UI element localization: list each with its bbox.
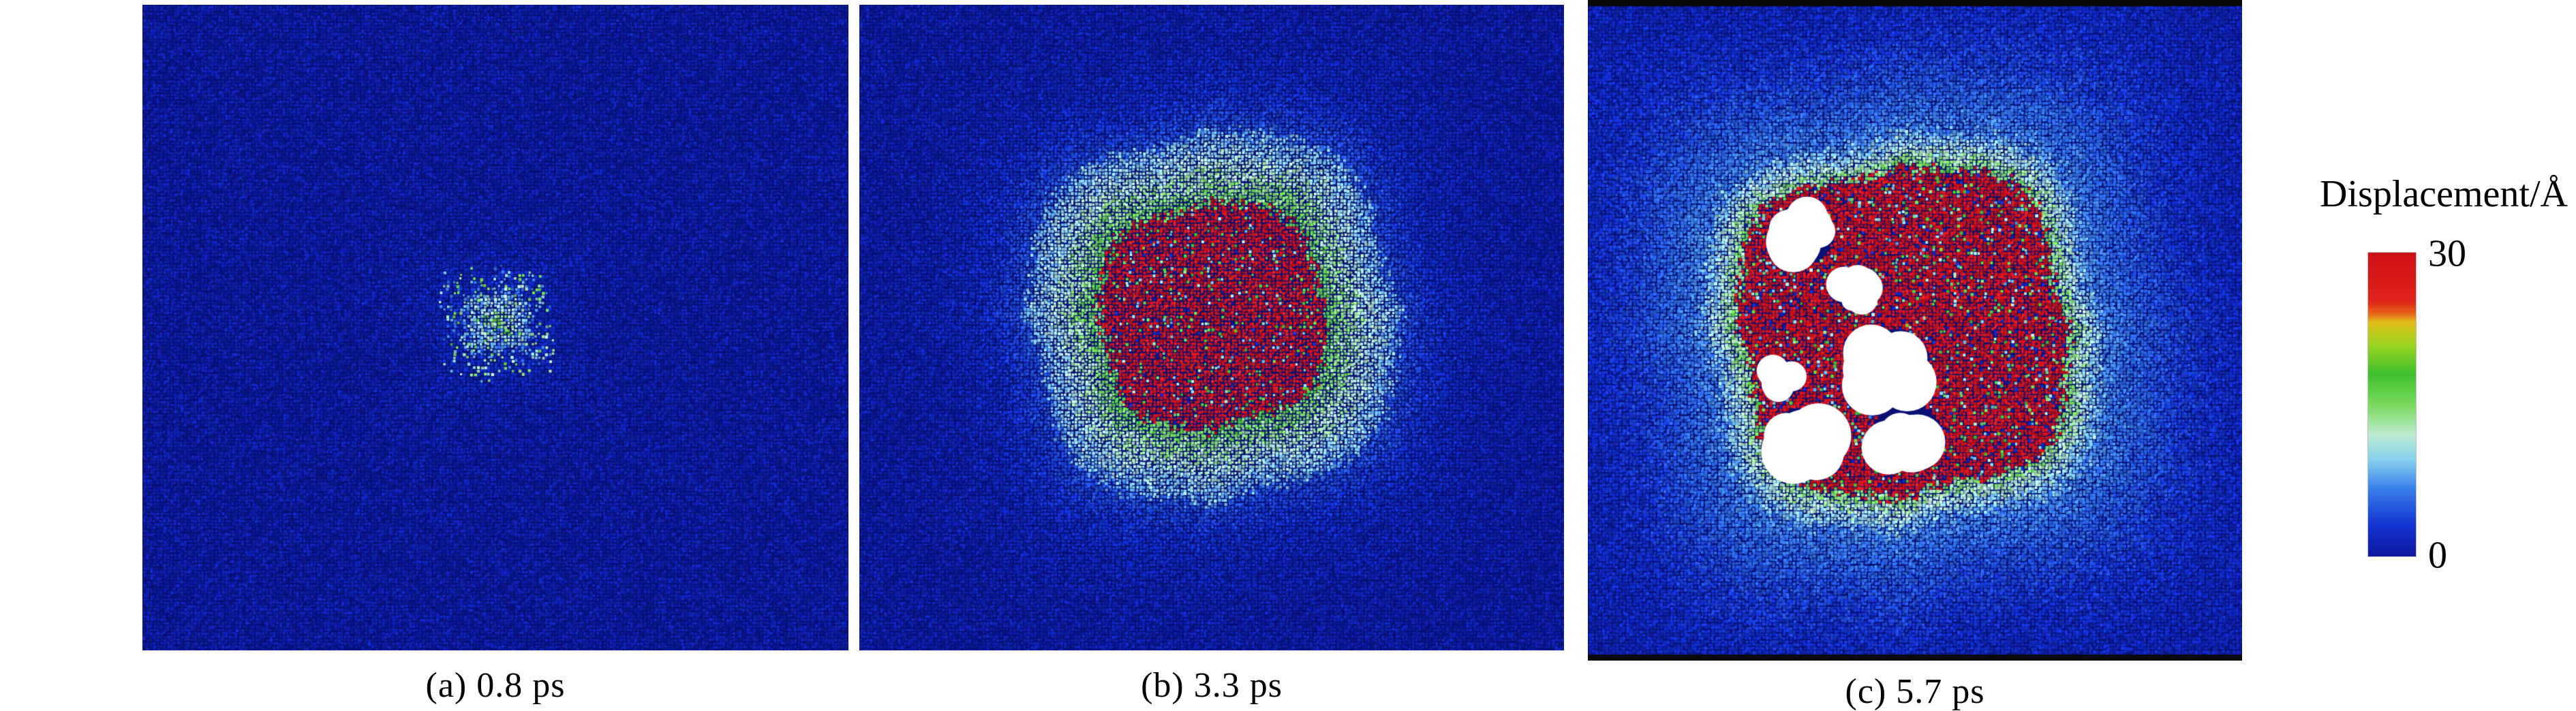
panel-b-heatmap [859,5,1564,650]
panel-a-heatmap [142,5,848,650]
panel-b: (b) 3.3 ps [859,5,1564,705]
colorbar-min-tick: 0 [2428,534,2447,577]
colorbar: Displacement/Å 30 0 [2311,172,2576,595]
panel-b-caption: (b) 3.3 ps [1141,666,1283,705]
colorbar-max-tick: 30 [2428,232,2466,275]
colorbar-gradient [2367,252,2417,557]
panel-a: (a) 0.8 ps [142,5,848,705]
colorbar-title: Displacement/Å [2320,173,2568,215]
panel-c-heatmap [1588,0,2242,661]
panel-a-caption: (a) 0.8 ps [425,666,566,705]
panel-c-caption: (c) 5.7 ps [1845,672,1985,711]
panel-c: (c) 5.7 ps [1588,0,2242,711]
